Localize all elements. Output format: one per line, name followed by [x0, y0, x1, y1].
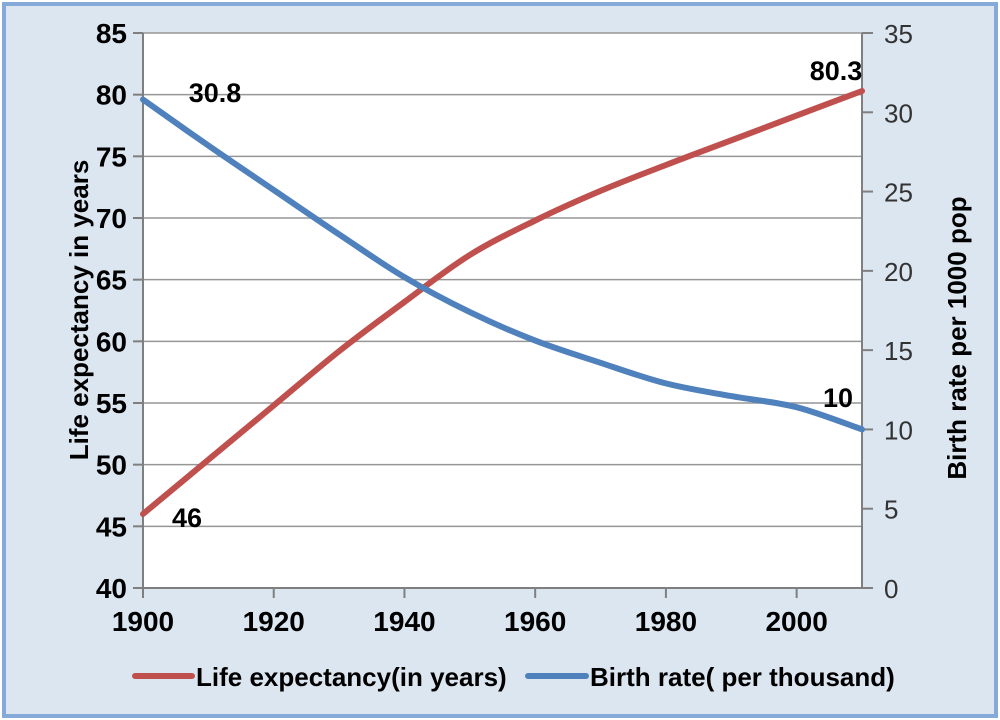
gridlines-group	[143, 32, 862, 528]
y-left-tick-label: 50	[96, 450, 127, 481]
axes-group	[133, 32, 873, 598]
y-right-tick-label: 35	[884, 19, 913, 49]
birth-rate-line	[140, 96, 865, 433]
y-left-tick-label: 75	[96, 141, 127, 172]
y-right-tick-label: 5	[884, 495, 898, 525]
data-label: 46	[172, 503, 202, 533]
left-axis-title: Life expectancy in years	[64, 160, 94, 461]
x-tick-label: 1940	[373, 606, 435, 637]
y-left-tick-label: 40	[96, 573, 127, 604]
plot-background-group	[143, 33, 862, 588]
x-tick-label: 1960	[504, 606, 566, 637]
y-left-tick-label: 80	[96, 80, 127, 111]
legend-label-life-expectancy: Life expectancy(in years)	[196, 662, 507, 692]
y-right-tick-label: 15	[884, 336, 913, 366]
series-lines-group	[140, 88, 865, 517]
y-left-tick-label: 65	[96, 265, 127, 296]
x-tick-label: 1900	[112, 606, 174, 637]
y-left-tick-label: 85	[96, 18, 127, 49]
data-label: 30.8	[189, 78, 242, 108]
x-tick-label: 1920	[243, 606, 305, 637]
legend-group: Life expectancy(in years) Birth rate( per…	[132, 662, 895, 692]
y-left-tick-label: 70	[96, 203, 127, 234]
y-left-tick-label: 45	[96, 511, 127, 542]
plot-area	[143, 33, 862, 588]
y-right-tick-label: 30	[884, 98, 913, 128]
y-right-tick-label: 0	[884, 574, 898, 604]
y-left-tick-label: 55	[96, 388, 127, 419]
life-expectancy-line	[140, 88, 865, 517]
x-tick-label: 2000	[765, 606, 827, 637]
right-axis-title: Birth rate per 1000 pop	[942, 196, 972, 479]
point-labels-group: 46 30.8 80.3 10	[172, 56, 862, 533]
data-label: 80.3	[810, 56, 863, 86]
tick-labels-group: 40 45 50 55 60 65 70 75 80 85 0 5 10 15 20 25 30 35 1900 19…	[96, 18, 913, 637]
y-right-tick-label: 20	[884, 257, 913, 287]
y-right-tick-label: 25	[884, 178, 913, 208]
axis-titles-group: Life expectancy in years Birth rate per 1…	[64, 160, 972, 480]
y-left-tick-label: 60	[96, 326, 127, 357]
legend-label-birth-rate: Birth rate( per thousand)	[590, 662, 895, 692]
data-label: 10	[823, 383, 853, 413]
x-tick-label: 1980	[635, 606, 697, 637]
y-right-tick-label: 10	[884, 415, 913, 445]
